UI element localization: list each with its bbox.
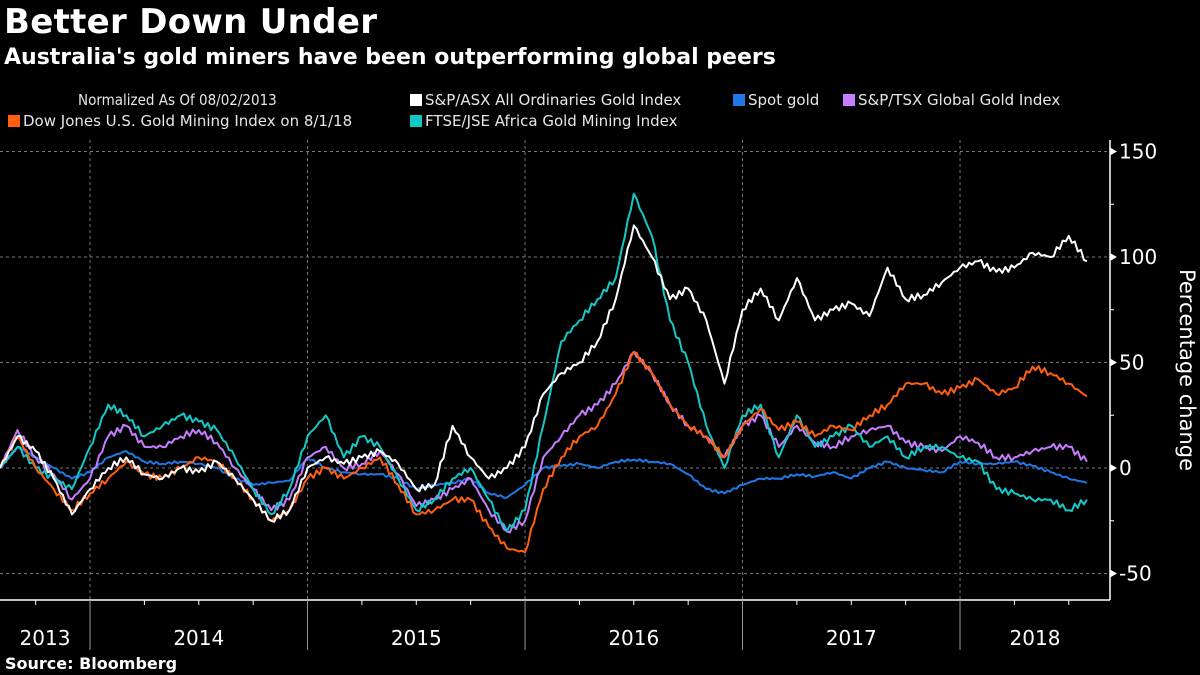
series-lines [0, 192, 1088, 554]
legend-item-spot-gold: Spot gold [733, 91, 819, 109]
legend-swatch [8, 115, 20, 127]
series-line-s-p-tsx-global-gold-index [0, 350, 1088, 534]
y-tick-label: 100 [1119, 245, 1157, 269]
x-tick-label: 2017 [826, 626, 877, 650]
legend-swatch [410, 94, 422, 106]
x-axis-ticks: 2013 2014 2015 2016 2017 2018 [20, 600, 1070, 650]
y-tick-label: 0 [1119, 456, 1132, 480]
legend-label: FTSE/JSE Africa Gold Mining Index [425, 112, 678, 130]
y-tick-label: 50 [1119, 351, 1144, 375]
legend-swatch [410, 115, 422, 127]
source-note: Source: Bloomberg [5, 654, 178, 673]
legend-label: Spot gold [748, 91, 820, 109]
legend-swatch [733, 94, 745, 106]
axes [0, 140, 1111, 601]
x-tick-label: 2014 [173, 626, 224, 650]
x-tick-label: 2013 [20, 626, 71, 650]
legend-item-asx: S&P/ASX All Ordinaries Gold Index [410, 91, 681, 109]
y-tick-label: -50 [1119, 562, 1152, 586]
legend-item-tsx: S&P/TSX Global Gold Index [843, 91, 1060, 109]
series-line-spot-gold [0, 445, 1088, 499]
y-tick-marker [1110, 569, 1117, 578]
legend-swatch [843, 94, 855, 106]
series-line-dow-jones-u-s-gold-mining-index-on-8-1-18 [0, 350, 1088, 554]
series-line-s-p-asx-all-ordinaries-gold-index [0, 224, 1088, 523]
y-tick-marker [1110, 464, 1117, 472]
y-axis-ticks: 150 100 50 0 -50 [1110, 140, 1157, 586]
legend-note: Normalized As Of 08/02/2013 [78, 91, 277, 109]
legend-label: Dow Jones U.S. Gold Mining Index on 8/1/… [23, 112, 353, 130]
y-axis-label: Percentage change [1175, 269, 1199, 471]
y-tick-marker [1110, 147, 1117, 156]
y-tick-marker [1110, 358, 1117, 367]
y-tick-marker [1110, 253, 1117, 261]
chart-title: Better Down Under [4, 2, 378, 42]
legend-item-dow-jones: Dow Jones U.S. Gold Mining Index on 8/1/… [8, 112, 352, 130]
x-tick-label: 2018 [1010, 626, 1061, 650]
legend-item-ftse-jse: FTSE/JSE Africa Gold Mining Index [410, 112, 677, 130]
x-tick-label: 2016 [608, 626, 659, 650]
legend-label: S&P/TSX Global Gold Index [858, 91, 1061, 109]
x-tick-label: 2015 [391, 626, 442, 650]
legend-label: S&P/ASX All Ordinaries Gold Index [425, 91, 682, 109]
chart-subtitle: Australia's gold miners have been outper… [4, 45, 776, 70]
series-line-ftse-jse-africa-gold-mining-index [0, 192, 1088, 533]
y-tick-label: 150 [1119, 140, 1157, 164]
